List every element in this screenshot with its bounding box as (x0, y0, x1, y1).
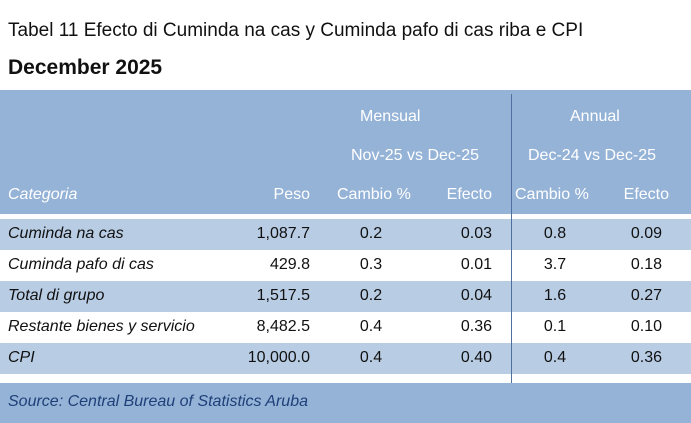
cell-efecto-annual: 0.36 (630, 349, 662, 366)
cell-efecto-annual: 0.18 (630, 256, 662, 273)
col-peso: Peso (273, 186, 310, 203)
cell-efecto-annual: 0.09 (630, 225, 662, 242)
table-row: CPI 10,000.0 0.4 0.40 0.4 0.36 (0, 343, 691, 374)
cell-peso: 429.8 (269, 256, 310, 273)
cell-efecto-monthly: 0.04 (460, 287, 492, 304)
cell-categoria: Restante bienes y servicio (8, 318, 195, 335)
cell-efecto-monthly: 0.40 (460, 349, 492, 366)
cell-categoria: Total di grupo (8, 287, 105, 304)
cell-categoria: CPI (8, 349, 35, 366)
cell-categoria: Cuminda pafo di cas (8, 256, 154, 273)
cell-cambio-monthly: 0.4 (359, 318, 383, 335)
cell-cambio-annual: 1.6 (543, 287, 567, 304)
cell-efecto-monthly: 0.03 (460, 225, 492, 242)
cell-cambio-monthly: 0.2 (359, 225, 383, 242)
cell-cambio-annual: 0.1 (543, 318, 567, 335)
cell-cambio-monthly: 0.4 (359, 349, 383, 366)
table-header: Mensual Annual Nov-25 vs Dec-25 Dec-24 v… (0, 90, 691, 214)
table-subtitle: December 2025 (8, 56, 163, 79)
cell-peso: 1,517.5 (256, 287, 310, 304)
cell-efecto-annual: 0.10 (630, 318, 662, 335)
cell-cambio-annual: 3.7 (543, 256, 567, 273)
footer-band (0, 383, 691, 423)
cell-cambio-annual: 0.4 (543, 349, 567, 366)
group-monthly: Mensual (360, 108, 421, 125)
col-cambio-annual: Cambio % (515, 186, 589, 203)
col-efecto-annual: Efecto (623, 186, 669, 203)
col-categoria: Categoria (8, 186, 78, 203)
group-annual: Annual (570, 108, 620, 125)
source-note: Source: Central Bureau of Statistics Aru… (8, 393, 308, 410)
table-row: Cuminda na cas 1,087.7 0.2 0.03 0.8 0.09 (0, 219, 691, 250)
col-cambio-monthly: Cambio % (337, 186, 411, 203)
period-monthly: Nov-25 vs Dec-25 (351, 147, 480, 164)
cell-categoria: Cuminda na cas (8, 225, 124, 242)
cell-efecto-annual: 0.27 (630, 287, 662, 304)
table-row: Cuminda pafo di cas 429.8 0.3 0.01 3.7 0.18 (0, 250, 691, 281)
cell-cambio-annual: 0.8 (543, 225, 567, 242)
cell-efecto-monthly: 0.36 (460, 318, 492, 335)
period-annual: Dec-24 vs Dec-25 (528, 147, 657, 164)
table-row: Total di grupo 1,517.5 0.2 0.04 1.6 0.27 (0, 281, 691, 312)
cell-peso: 8,482.5 (256, 318, 310, 335)
spacer-row (0, 374, 691, 383)
cell-cambio-monthly: 0.2 (359, 287, 383, 304)
table-row: Restante bienes y servicio 8,482.5 0.4 0.36… (0, 312, 691, 343)
table-title: Tabel 11 Efecto di Cuminda na cas y Cumi… (8, 20, 584, 41)
cell-cambio-monthly: 0.3 (359, 256, 383, 273)
cell-efecto-monthly: 0.01 (460, 256, 492, 273)
cell-peso: 10,000.0 (247, 349, 310, 366)
col-efecto-monthly: Efecto (446, 186, 492, 203)
cell-peso: 1,087.7 (256, 225, 310, 242)
column-divider (511, 94, 512, 383)
